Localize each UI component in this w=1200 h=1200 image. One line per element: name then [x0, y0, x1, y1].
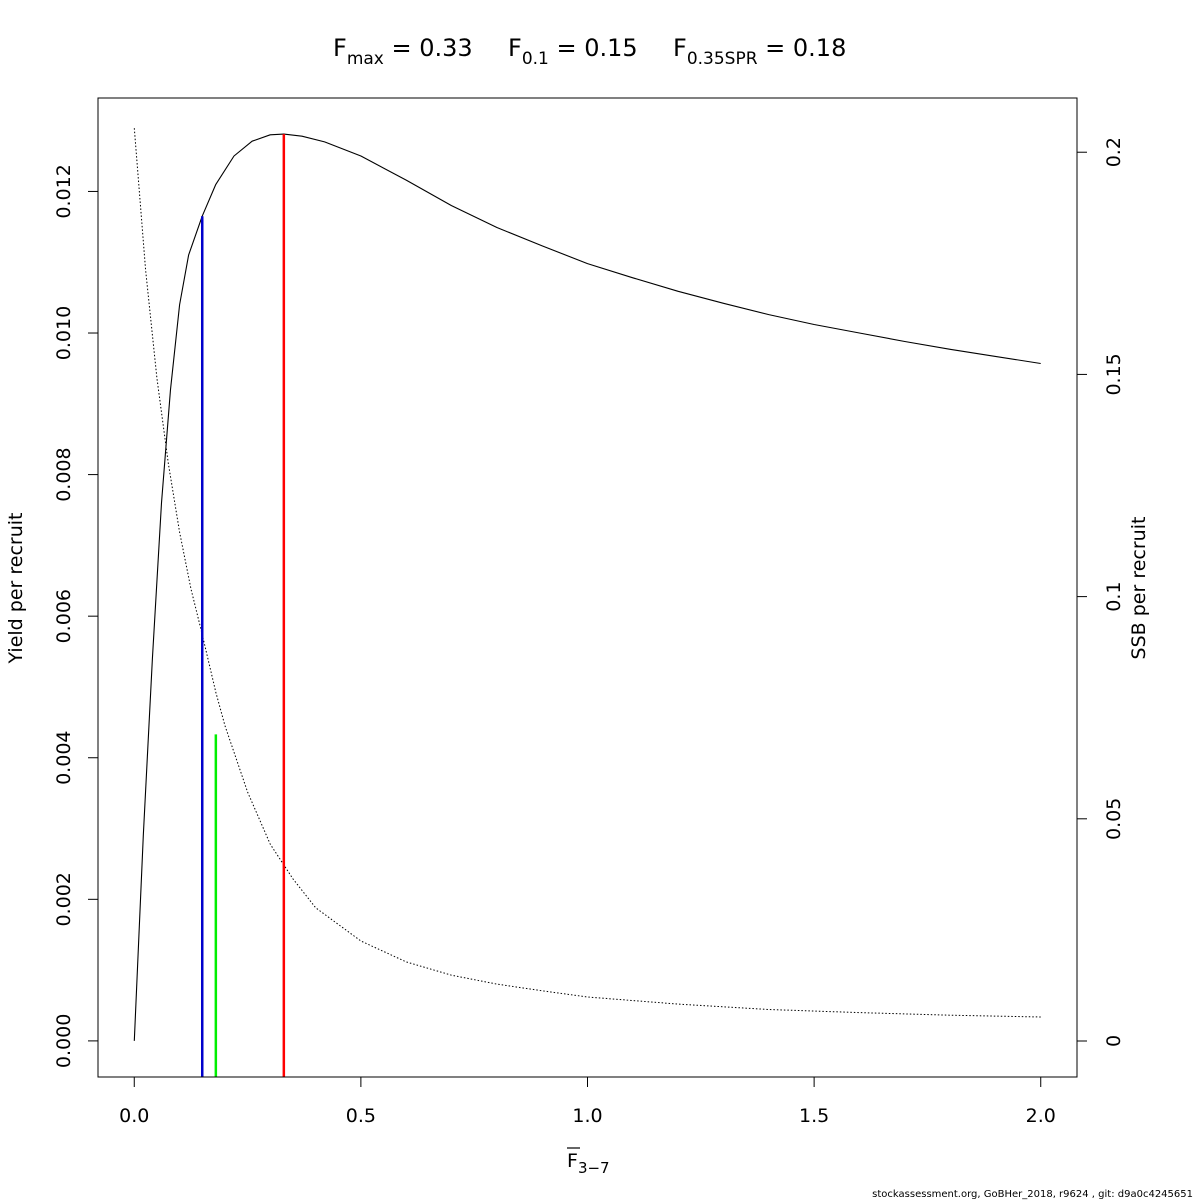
- chart-title: Fmax = 0.33 F0.1 = 0.15 F0.35SPR = 0.18: [333, 34, 846, 69]
- yield-per-recruit-line: [133, 133, 1041, 1041]
- title-f035spr: F0.35SPR = 0.18: [673, 34, 846, 69]
- x-tick-label: 1.0: [572, 1105, 602, 1127]
- y-left-tick-label: 0.012: [53, 164, 75, 218]
- x-tick-label: 1.5: [799, 1105, 829, 1127]
- x-tick-label: 2.0: [1026, 1105, 1056, 1127]
- reference-lines: [200, 134, 286, 1077]
- y-left-tick-label: 0.010: [53, 306, 75, 360]
- y-left-tick-label: 0.000: [53, 1014, 75, 1068]
- ssb-per-recruit-line: [133, 128, 1041, 1018]
- x-tick-label: 0.5: [346, 1105, 376, 1127]
- title-f01: F0.1 = 0.15: [508, 34, 638, 69]
- svg-text:F3−7: F3−7: [567, 1150, 610, 1177]
- y-axis-left: 0.000 0.002 0.004 0.006 0.008 0.010 0.012: [53, 164, 99, 1068]
- y-right-tick-label: 0.05: [1103, 798, 1125, 840]
- y-left-tick-label: 0.006: [53, 589, 75, 643]
- x-axis-label: F3−7: [567, 1147, 610, 1177]
- y-left-tick-label: 0.008: [53, 447, 75, 501]
- y-left-tick-label: 0.002: [53, 872, 75, 926]
- x-axis: 0.0 0.5 1.0 1.5 2.0: [119, 1076, 1056, 1127]
- y-left-tick-label: 0.004: [53, 730, 75, 784]
- title-fmax: Fmax = 0.33: [333, 34, 473, 69]
- y-right-tick-label: 0.1: [1103, 581, 1125, 611]
- y-axis-right-label: SSB per recruit: [1128, 517, 1150, 660]
- y-right-tick-label: 0.2: [1103, 137, 1125, 167]
- y-right-tick-label: 0: [1103, 1035, 1125, 1047]
- footer-note: stockassessment.org, GoBHer_2018, r9624 …: [872, 1189, 1193, 1200]
- x-tick-label: 0.0: [119, 1105, 149, 1127]
- y-axis-right: 0 0.05 0.1 0.15 0.2: [1076, 137, 1125, 1047]
- y-right-tick-label: 0.15: [1103, 353, 1125, 395]
- y-axis-left-label: Yield per recruit: [5, 513, 27, 665]
- series-layer: [133, 128, 1041, 1041]
